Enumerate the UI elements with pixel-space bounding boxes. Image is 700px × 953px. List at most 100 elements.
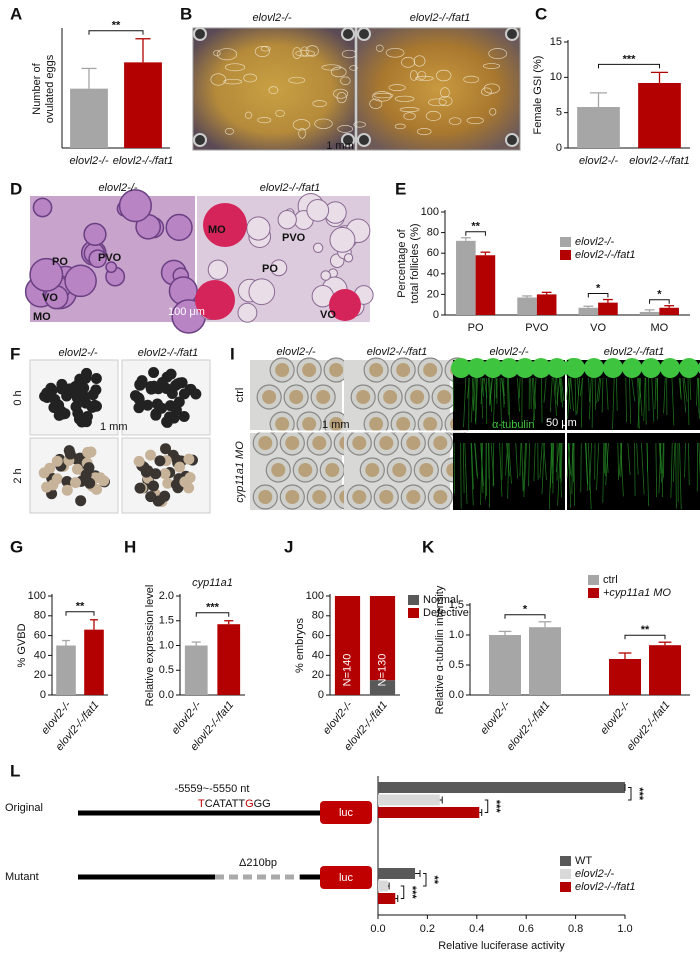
legend-swatch (560, 882, 571, 892)
image-detail (474, 442, 478, 477)
image-detail (489, 107, 497, 116)
image-detail (156, 376, 168, 388)
image-detail (528, 442, 530, 487)
significance-bracket (65, 611, 95, 616)
image-detail (192, 27, 356, 151)
bar (56, 645, 76, 695)
image-detail (90, 372, 102, 384)
significance-bracket (484, 799, 489, 813)
image-detail (275, 363, 290, 377)
x-tick-label: elovl2-/- (598, 699, 633, 737)
image-detail (625, 377, 627, 423)
image-detail (654, 377, 657, 410)
legend-swatch (560, 237, 571, 247)
image-detail (224, 128, 235, 135)
image-detail (631, 377, 636, 402)
bar (217, 624, 241, 695)
image-detail (580, 442, 582, 493)
image-detail (341, 133, 355, 147)
image-detail (557, 442, 561, 506)
image-detail (637, 377, 641, 398)
significance-label: *** (490, 800, 502, 814)
image-detail (499, 377, 503, 430)
image-detail (195, 280, 235, 320)
image-detail (523, 442, 528, 498)
structure-label: PO (262, 263, 278, 275)
image-detail (174, 461, 186, 473)
y-tick-label: 40 (312, 649, 324, 661)
x-tick-label: VO (590, 322, 606, 334)
image-detail (343, 253, 354, 263)
panel-label: G (10, 537, 23, 556)
image-detail (549, 442, 554, 489)
image-detail (224, 63, 246, 72)
image-detail (75, 495, 87, 507)
image-detail (515, 358, 535, 378)
image-detail (298, 463, 313, 477)
structure-label: VO (42, 292, 58, 304)
bar-segment (334, 596, 361, 695)
image-detail (576, 377, 581, 414)
image-detail (216, 48, 238, 61)
image-detail (470, 377, 475, 423)
image-detail (659, 442, 663, 474)
image-detail (541, 442, 545, 495)
image-detail (61, 484, 73, 496)
legend-label: elovl2-/- (575, 868, 614, 880)
image-detail (460, 442, 462, 509)
image-detail (118, 189, 152, 223)
significance-label: ** (641, 624, 650, 636)
image-detail (145, 381, 157, 393)
legend-label: elovl2-/-/fat1 (575, 249, 636, 261)
bar-segment (369, 596, 396, 681)
image-detail (548, 442, 552, 510)
significance-label: * (523, 604, 528, 616)
image-detail (679, 358, 699, 378)
image-detail (300, 46, 309, 57)
bar (659, 307, 679, 315)
image-detail (488, 48, 508, 60)
image-detail (89, 399, 101, 411)
image-detail (61, 390, 73, 402)
image-detail (678, 377, 682, 400)
image-detail (275, 109, 285, 118)
image-detail (94, 472, 106, 484)
image-detail (275, 417, 290, 431)
bar (609, 659, 641, 695)
image-detail (258, 490, 273, 504)
image-detail (145, 449, 157, 461)
significance-label: ** (471, 221, 480, 233)
image-detail (356, 27, 521, 151)
column-label: elovl2-/-/fat1 (138, 347, 199, 359)
image-detail (396, 417, 411, 431)
bar (456, 240, 476, 315)
image-detail (684, 442, 686, 478)
legend-swatch (408, 608, 419, 618)
image-detail (517, 377, 520, 412)
structure-label: MO (208, 224, 226, 236)
y-tick-label: 0 (433, 309, 439, 321)
image-detail (352, 436, 367, 450)
image-detail (403, 112, 416, 121)
scale-label: 50 μm (546, 417, 577, 429)
panel-label: B (180, 4, 192, 23)
image-detail (298, 127, 306, 139)
image-detail (244, 111, 253, 119)
significance-bracket (422, 873, 427, 887)
image-detail (571, 442, 574, 495)
image-detail (474, 377, 478, 422)
image-detail (482, 63, 501, 69)
bar (184, 645, 208, 695)
image-detail (329, 363, 344, 377)
image-detail (388, 84, 406, 92)
y-tick-label: 1.5 (449, 599, 464, 611)
image-detail (159, 490, 171, 502)
x-tick-label: MO (651, 322, 669, 334)
column-label: elovl2-/- (98, 182, 137, 194)
image-detail (480, 442, 484, 487)
bar (378, 807, 480, 818)
image-detail (671, 377, 675, 426)
sequence: TCATATTGGG (198, 798, 271, 810)
image-detail (312, 490, 327, 504)
image-detail (210, 73, 227, 86)
